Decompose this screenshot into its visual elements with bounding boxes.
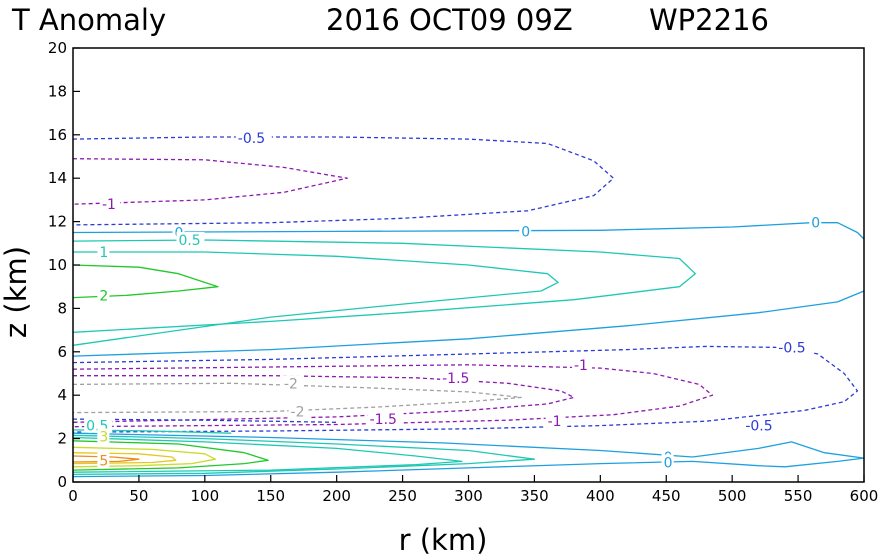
contour-label-bg <box>288 403 309 419</box>
contour-label: 5 <box>99 453 108 469</box>
x-tick-label: 100 <box>191 487 220 505</box>
y-tick-label: 0 <box>57 473 67 491</box>
x-tick-label: 500 <box>718 487 747 505</box>
contour-label-bg <box>571 356 592 372</box>
y-tick-label: 16 <box>48 126 67 144</box>
contour-line <box>72 434 536 476</box>
contour-label: 0 <box>521 224 530 240</box>
contour-label-bg <box>367 411 404 427</box>
y-tick-label: 2 <box>57 430 67 448</box>
contour-label: -1 <box>102 197 116 213</box>
x-tick-label: 50 <box>129 487 148 505</box>
y-tick-label: 12 <box>48 213 67 231</box>
contour-line <box>72 446 217 468</box>
x-tick-label: 0 <box>68 487 78 505</box>
x-tick-label: 150 <box>256 487 285 505</box>
contour-labels: -0.5-10000.512-0.5-0.5-1-1-1.5-1.5-2-200… <box>84 130 822 471</box>
chart-title: T Anomaly <box>11 3 166 37</box>
x-tick-label: 550 <box>784 487 813 505</box>
x-tick-label: 200 <box>322 487 351 505</box>
contour-line <box>72 222 865 240</box>
x-axis-ticks: 0 50 100 150 200 250 300 350 400 450 500 550 600 <box>68 475 878 505</box>
contour-line <box>72 382 522 414</box>
contour-label-bg <box>776 339 813 355</box>
contour-label-bg <box>743 417 780 433</box>
y-axis-ticks: 0 2 4 6 8 10 12 14 16 18 20 <box>48 39 80 491</box>
contour-line <box>72 290 865 357</box>
contour-label: 2 <box>99 288 108 304</box>
x-tick-label: 600 <box>850 487 879 505</box>
contour-label: -2 <box>291 404 305 420</box>
contour-label-bg <box>809 214 822 230</box>
contour-label: 0.5 <box>178 233 200 249</box>
contour-label: -1.5 <box>442 371 469 387</box>
contour-line <box>72 136 615 226</box>
contour-label-bg <box>100 196 121 212</box>
contour-line <box>72 436 463 473</box>
y-tick-label: 8 <box>57 299 67 317</box>
contour-label-bg <box>440 369 477 385</box>
y-tick-label: 10 <box>48 256 67 274</box>
contour-label: -0.5 <box>745 419 772 435</box>
y-axis-label: z (km) <box>0 246 33 338</box>
x-axis-label: r (km) <box>399 523 488 557</box>
contour-label: -0.5 <box>238 131 265 147</box>
contour-label: -0.5 <box>778 340 805 356</box>
contour-label-bg <box>235 130 272 146</box>
x-tick-label: 450 <box>652 487 681 505</box>
contour-label-bg <box>97 428 110 444</box>
x-tick-label: 350 <box>520 487 549 505</box>
contour-label: -1 <box>548 414 562 430</box>
contour-label: 3 <box>99 429 108 445</box>
contour-label: 1 <box>99 245 108 261</box>
contour-label-bg <box>661 454 674 470</box>
contour-label-bg <box>281 375 302 391</box>
y-tick-label: 6 <box>57 343 67 361</box>
x-tick-label: 400 <box>586 487 615 505</box>
x-tick-label: 250 <box>388 487 417 505</box>
contour-line <box>72 345 859 433</box>
contour-line <box>72 158 348 205</box>
contour-line <box>72 251 559 346</box>
contour-line <box>72 432 865 478</box>
y-tick-label: 18 <box>48 82 67 100</box>
y-tick-label: 20 <box>48 39 67 57</box>
contour-line <box>72 239 696 333</box>
contour-label-bg <box>97 452 110 468</box>
contour-label: -2 <box>284 376 298 392</box>
contour-label: 0 <box>664 455 673 471</box>
contour-line <box>72 418 337 423</box>
y-tick-label: 14 <box>48 169 67 187</box>
y-tick-label: 4 <box>57 386 67 404</box>
contour-label-bg <box>545 413 566 429</box>
contour-label: -1.5 <box>370 412 397 428</box>
contour-label-bg <box>176 232 205 248</box>
contour-label: 0 <box>811 216 820 232</box>
contour-label-bg <box>97 243 110 259</box>
contour-line <box>72 264 219 299</box>
chart-date: 2016 OCT09 09Z <box>326 3 573 37</box>
x-tick-label: 300 <box>454 487 483 505</box>
contour-line <box>72 452 177 465</box>
contour-label: -1 <box>574 358 588 374</box>
contour-label-bg <box>519 223 532 239</box>
chart-storm-id: WP2216 <box>649 3 769 37</box>
contour-line <box>72 440 269 471</box>
contour-label-bg <box>97 287 110 303</box>
